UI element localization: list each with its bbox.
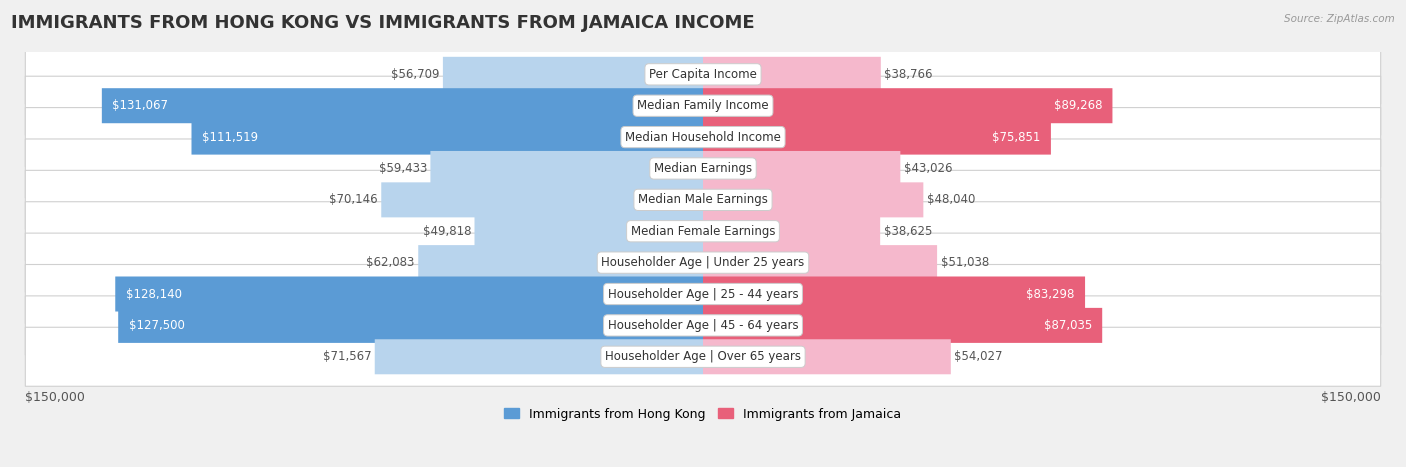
Text: Median Household Income: Median Household Income (626, 131, 780, 143)
FancyBboxPatch shape (115, 276, 703, 311)
FancyBboxPatch shape (703, 57, 880, 92)
FancyBboxPatch shape (703, 214, 880, 249)
FancyBboxPatch shape (418, 245, 703, 280)
Text: Median Earnings: Median Earnings (654, 162, 752, 175)
Text: Householder Age | Under 25 years: Householder Age | Under 25 years (602, 256, 804, 269)
Text: Median Male Earnings: Median Male Earnings (638, 193, 768, 206)
Text: Source: ZipAtlas.com: Source: ZipAtlas.com (1284, 14, 1395, 24)
Text: $49,818: $49,818 (423, 225, 471, 238)
Text: Per Capita Income: Per Capita Income (650, 68, 756, 81)
Text: $48,040: $48,040 (927, 193, 976, 206)
Text: $38,625: $38,625 (883, 225, 932, 238)
FancyBboxPatch shape (118, 308, 703, 343)
FancyBboxPatch shape (703, 151, 900, 186)
Text: $59,433: $59,433 (378, 162, 427, 175)
Text: $150,000: $150,000 (1320, 391, 1381, 404)
FancyBboxPatch shape (375, 339, 703, 374)
Text: Householder Age | Over 65 years: Householder Age | Over 65 years (605, 350, 801, 363)
Text: Householder Age | 25 - 44 years: Householder Age | 25 - 44 years (607, 288, 799, 300)
Text: IMMIGRANTS FROM HONG KONG VS IMMIGRANTS FROM JAMAICA INCOME: IMMIGRANTS FROM HONG KONG VS IMMIGRANTS … (11, 14, 755, 32)
FancyBboxPatch shape (25, 327, 1381, 386)
FancyBboxPatch shape (25, 139, 1381, 198)
FancyBboxPatch shape (25, 107, 1381, 167)
FancyBboxPatch shape (25, 76, 1381, 135)
Text: $56,709: $56,709 (391, 68, 440, 81)
FancyBboxPatch shape (25, 264, 1381, 324)
Text: $131,067: $131,067 (112, 99, 169, 112)
FancyBboxPatch shape (703, 245, 936, 280)
Text: Householder Age | 45 - 64 years: Householder Age | 45 - 64 years (607, 319, 799, 332)
Text: $150,000: $150,000 (25, 391, 86, 404)
Legend: Immigrants from Hong Kong, Immigrants from Jamaica: Immigrants from Hong Kong, Immigrants fr… (499, 403, 907, 425)
FancyBboxPatch shape (25, 296, 1381, 355)
Text: Median Family Income: Median Family Income (637, 99, 769, 112)
FancyBboxPatch shape (703, 276, 1085, 311)
FancyBboxPatch shape (474, 214, 703, 249)
FancyBboxPatch shape (381, 182, 703, 217)
FancyBboxPatch shape (703, 182, 924, 217)
Text: $75,851: $75,851 (993, 131, 1040, 143)
Text: $111,519: $111,519 (202, 131, 257, 143)
Text: Median Female Earnings: Median Female Earnings (631, 225, 775, 238)
Text: $128,140: $128,140 (125, 288, 181, 300)
FancyBboxPatch shape (703, 339, 950, 374)
Text: $71,567: $71,567 (323, 350, 371, 363)
FancyBboxPatch shape (703, 120, 1050, 155)
FancyBboxPatch shape (25, 233, 1381, 292)
Text: $51,038: $51,038 (941, 256, 988, 269)
FancyBboxPatch shape (191, 120, 703, 155)
FancyBboxPatch shape (101, 88, 703, 123)
Text: $87,035: $87,035 (1043, 319, 1092, 332)
Text: $127,500: $127,500 (128, 319, 184, 332)
FancyBboxPatch shape (443, 57, 703, 92)
FancyBboxPatch shape (25, 45, 1381, 104)
Text: $70,146: $70,146 (329, 193, 378, 206)
FancyBboxPatch shape (703, 88, 1112, 123)
Text: $43,026: $43,026 (904, 162, 952, 175)
FancyBboxPatch shape (25, 170, 1381, 229)
FancyBboxPatch shape (430, 151, 703, 186)
FancyBboxPatch shape (25, 202, 1381, 261)
Text: $83,298: $83,298 (1026, 288, 1074, 300)
Text: $89,268: $89,268 (1053, 99, 1102, 112)
Text: $38,766: $38,766 (884, 68, 932, 81)
FancyBboxPatch shape (703, 308, 1102, 343)
Text: $62,083: $62,083 (367, 256, 415, 269)
Text: $54,027: $54,027 (955, 350, 1002, 363)
